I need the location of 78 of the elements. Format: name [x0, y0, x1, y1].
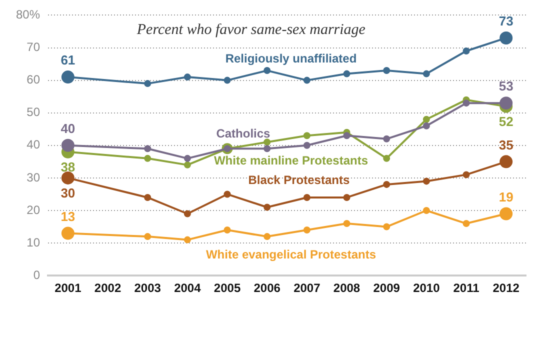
y-tick-label: 40	[26, 138, 40, 152]
x-tick-label: 2007	[294, 281, 321, 296]
point	[264, 233, 271, 240]
data-label: 52	[498, 114, 514, 129]
point	[303, 142, 310, 149]
point	[422, 70, 430, 78]
point	[462, 48, 470, 55]
x-tick-label: 2006	[254, 281, 281, 296]
y-tick-label: 20	[26, 202, 40, 217]
data-label: 19	[498, 189, 514, 204]
point	[184, 210, 191, 218]
point	[184, 236, 191, 244]
point	[462, 220, 470, 228]
y-tick-label: 60	[26, 72, 40, 87]
point	[383, 180, 390, 188]
point	[303, 76, 310, 84]
point	[144, 233, 152, 240]
series-label: Black Protestants	[248, 172, 350, 187]
data-label: 38	[60, 159, 76, 174]
series-label: White mainline Protestants	[214, 153, 368, 168]
x-tick-label: 2002	[94, 281, 122, 296]
y-tick-label: 70	[26, 40, 40, 54]
point	[184, 74, 191, 81]
point	[422, 178, 430, 185]
series-label: Catholics	[216, 126, 271, 140]
x-tick-label: 2005	[214, 281, 241, 296]
point	[383, 67, 390, 74]
point	[383, 223, 390, 230]
point	[224, 76, 231, 84]
point	[144, 145, 152, 152]
x-tick-label: 2010	[413, 281, 440, 296]
y-tick-label: 80%	[16, 8, 40, 22]
x-tick-label: 2009	[373, 281, 400, 296]
data-label: 13	[60, 208, 76, 224]
series-label: Religiously unaffiliated	[225, 51, 357, 66]
data-label: 40	[60, 120, 76, 136]
y-tick-label: 0	[33, 268, 40, 282]
point	[264, 138, 271, 146]
point	[343, 220, 350, 228]
data-label: 30	[60, 186, 76, 201]
point	[264, 204, 271, 211]
series-label: White evangelical Protestants	[206, 247, 376, 262]
point	[343, 70, 350, 78]
point	[303, 132, 310, 140]
point	[144, 154, 152, 162]
x-tick-label: 2003	[134, 281, 162, 296]
point	[343, 132, 350, 140]
x-tick-label: 2004	[174, 281, 202, 296]
data-label: 73	[498, 14, 514, 29]
chart-title: Percent who favor same-sex marriage	[136, 22, 366, 38]
point	[343, 194, 350, 201]
point	[422, 116, 430, 123]
y-tick-label: 30	[26, 170, 40, 184]
point	[144, 80, 152, 88]
y-tick-label: 50	[26, 105, 40, 120]
point	[184, 161, 191, 168]
point	[422, 122, 430, 130]
point	[383, 154, 390, 162]
point	[383, 135, 390, 142]
data-label: 61	[60, 52, 76, 68]
point	[224, 190, 231, 198]
x-tick-label: 2011	[453, 281, 480, 296]
x-tick-label: 2012	[492, 281, 520, 296]
point	[264, 67, 271, 74]
point	[462, 100, 470, 107]
point	[462, 171, 470, 178]
point	[303, 226, 310, 234]
data-label: 35	[498, 137, 514, 152]
x-tick-label: 2001	[54, 281, 82, 296]
point	[184, 154, 191, 162]
x-tick-label: 2008	[333, 281, 360, 296]
y-tick-label: 10	[26, 235, 40, 250]
point	[264, 145, 271, 152]
point	[144, 194, 152, 201]
data-label: 53	[498, 78, 514, 94]
point	[422, 207, 430, 214]
point	[303, 194, 310, 201]
point	[224, 226, 231, 234]
